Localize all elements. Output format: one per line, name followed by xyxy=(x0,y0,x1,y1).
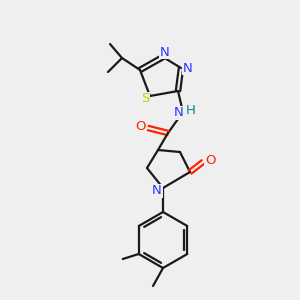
Text: N: N xyxy=(174,106,184,119)
Text: H: H xyxy=(186,104,196,118)
Text: S: S xyxy=(141,92,149,106)
Text: N: N xyxy=(183,61,193,74)
Text: N: N xyxy=(152,184,162,197)
Text: N: N xyxy=(160,46,170,59)
Text: O: O xyxy=(205,154,215,166)
Text: O: O xyxy=(136,121,146,134)
